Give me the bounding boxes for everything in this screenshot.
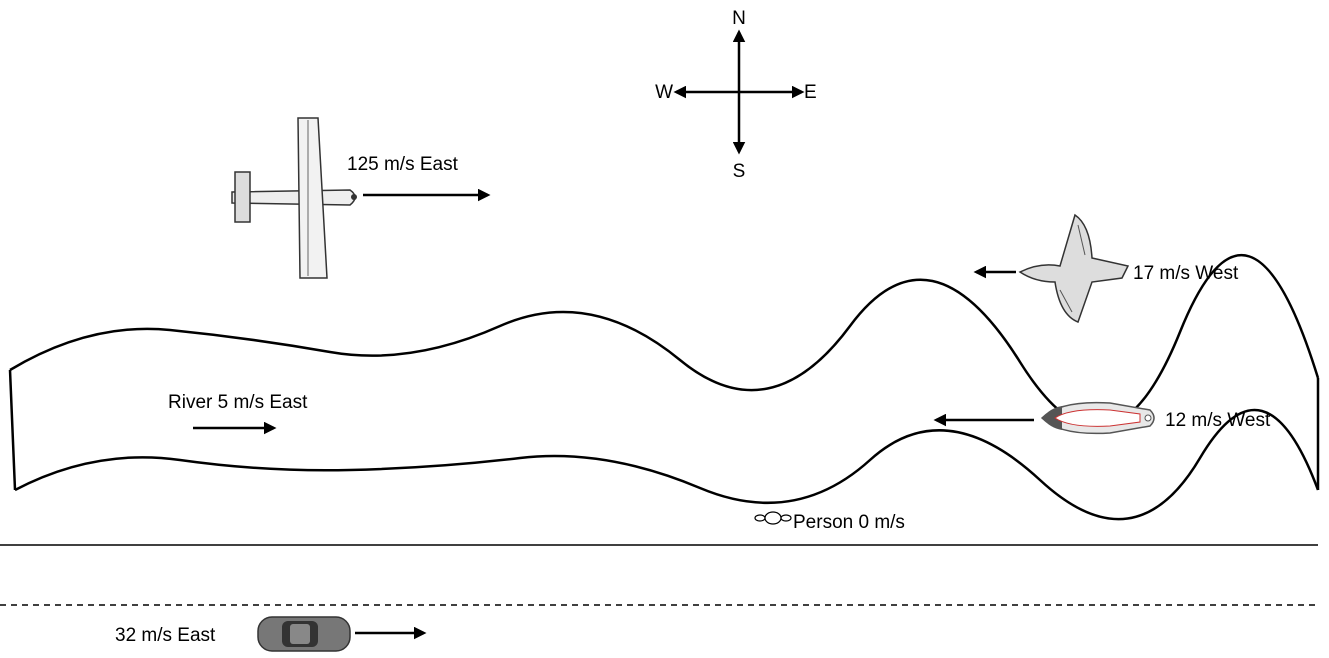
car-label: 32 m/s East xyxy=(115,625,216,646)
bird-label: 17 m/s West xyxy=(1133,263,1239,284)
river-bank-top xyxy=(9,254,1320,429)
person: Person 0 m/s xyxy=(754,511,905,533)
bird: 17 m/s West xyxy=(973,213,1239,323)
person-label: Person 0 m/s xyxy=(793,512,905,533)
car: 32 m/s East xyxy=(115,616,427,652)
river-bank-bottom xyxy=(14,408,1320,521)
boat-label: 12 m/s West xyxy=(1165,410,1271,431)
east-label: E xyxy=(804,82,817,103)
boat: 12 m/s West xyxy=(933,401,1271,435)
compass: N E S W xyxy=(655,8,817,182)
plane-label: 125 m/s East xyxy=(347,154,459,175)
plane: 125 m/s East xyxy=(231,117,491,279)
river-label: River 5 m/s East xyxy=(168,392,308,413)
south-label: S xyxy=(733,161,746,182)
west-label: W xyxy=(655,82,673,103)
north-label: N xyxy=(732,8,746,29)
river: River 5 m/s East xyxy=(8,254,1320,521)
